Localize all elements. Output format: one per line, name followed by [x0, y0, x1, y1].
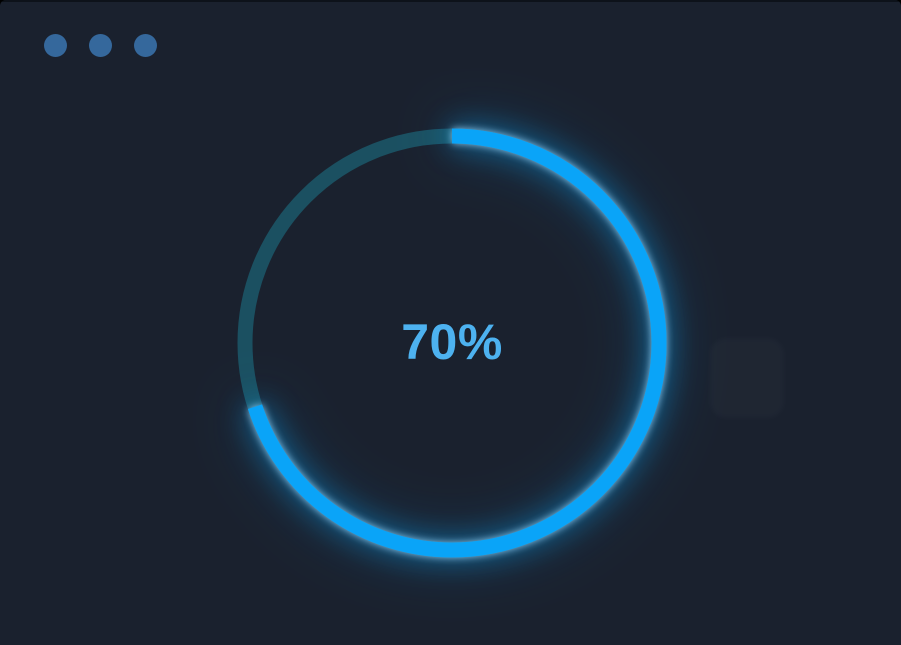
- window-control-dot-1[interactable]: [44, 34, 67, 57]
- progress-percent-label: 70%: [401, 313, 503, 370]
- window-control-dot-3[interactable]: [134, 34, 157, 57]
- window-control-dot-2[interactable]: [89, 34, 112, 57]
- window-top-edge: [0, 0, 901, 2]
- faint-highlight-panel: [710, 338, 784, 418]
- window-controls: [44, 34, 157, 57]
